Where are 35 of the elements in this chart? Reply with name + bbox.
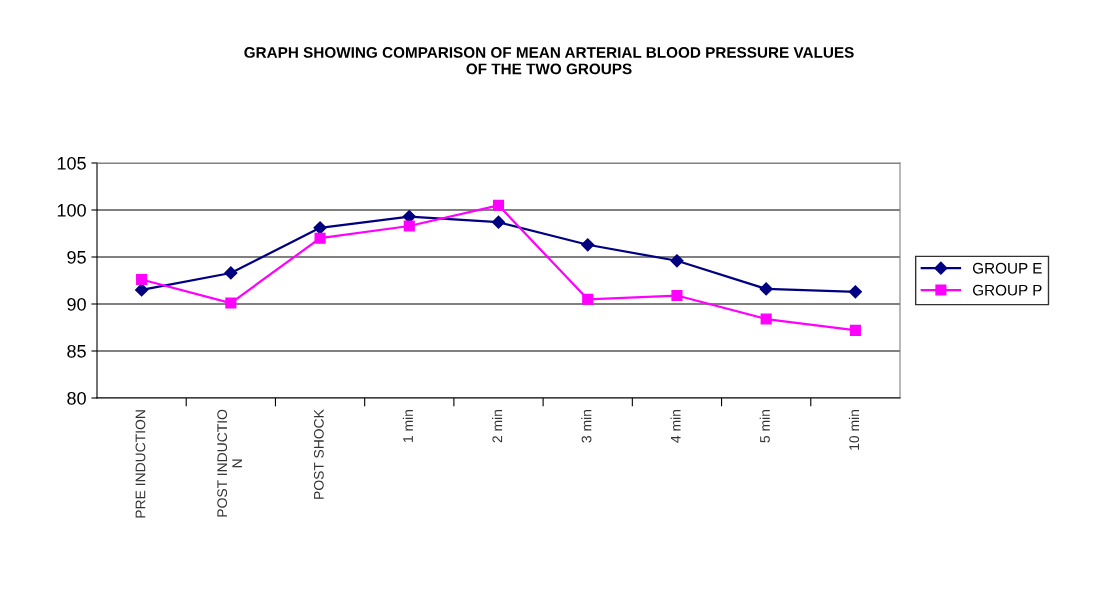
x-tick-label: 3 min xyxy=(581,410,592,443)
point xyxy=(848,285,862,299)
point xyxy=(225,297,237,309)
x-tick-label: PRE INDUCTION xyxy=(135,410,146,518)
y-tick-label: 95 xyxy=(67,250,86,264)
point xyxy=(759,282,773,296)
y-tick-label: 90 xyxy=(67,297,86,311)
point xyxy=(671,289,683,302)
point xyxy=(224,266,238,280)
point xyxy=(313,221,327,235)
x-tick-label: POST SHOCK xyxy=(313,409,324,499)
point xyxy=(135,283,149,297)
legend-label: GROUP P xyxy=(972,284,1042,296)
legend-label: GROUP E xyxy=(972,262,1042,274)
point xyxy=(403,220,415,232)
point xyxy=(491,215,506,229)
point xyxy=(136,274,148,286)
x-tick-label: POST INDUCTIO N xyxy=(217,409,242,517)
x-tick-label: 4 min xyxy=(670,410,681,443)
x-tick-label: 10 min xyxy=(848,410,860,450)
y-tick-label: 100 xyxy=(57,203,86,217)
y-tick-label: 85 xyxy=(67,344,86,358)
x-tick-label: 2 min xyxy=(492,410,503,443)
point xyxy=(849,324,861,336)
point xyxy=(314,232,326,244)
point xyxy=(582,293,594,305)
x-tick-label: 1 min xyxy=(402,410,413,443)
point xyxy=(760,313,772,325)
x-tick-label: 5 min xyxy=(759,410,770,443)
y-tick-label: 80 xyxy=(67,391,86,405)
point xyxy=(581,238,595,252)
point xyxy=(670,254,684,268)
chart-title: GRAPH SHOWING COMPARISON OF MEAN ARTERIAL BLOOD PRESSURE VALUES OF THE TWO GROUPS xyxy=(244,47,854,75)
y-tick-label: 105 xyxy=(57,156,86,170)
point xyxy=(492,199,505,211)
